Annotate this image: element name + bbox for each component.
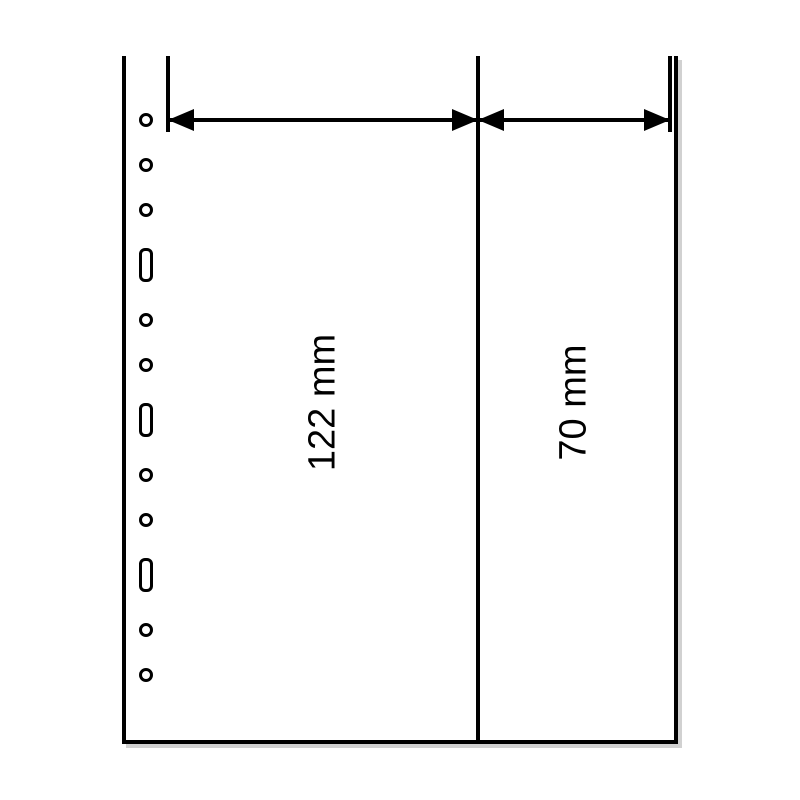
dim-arrow-right-icon bbox=[644, 109, 670, 131]
dim-line bbox=[478, 118, 670, 122]
binding-hole bbox=[139, 668, 153, 682]
diagram-canvas: 122 mm 70 mm bbox=[0, 0, 800, 800]
binding-hole bbox=[139, 358, 153, 372]
binding-hole bbox=[139, 513, 153, 527]
dim-line bbox=[168, 118, 478, 122]
binding-slot bbox=[139, 248, 153, 282]
binding-slot bbox=[139, 403, 153, 437]
binding-hole bbox=[139, 158, 153, 172]
binding-hole bbox=[139, 313, 153, 327]
binding-slot bbox=[139, 558, 153, 592]
dim-arrow-right-icon bbox=[452, 109, 478, 131]
binding-hole bbox=[139, 468, 153, 482]
binding-hole bbox=[139, 623, 153, 637]
dim-label-col1: 122 mm bbox=[302, 333, 345, 473]
binding-hole bbox=[139, 203, 153, 217]
binding-hole-strip bbox=[138, 113, 154, 682]
pocket-divider bbox=[476, 56, 480, 744]
dim-arrow-left-icon bbox=[168, 109, 194, 131]
dim-label-col2: 70 mm bbox=[553, 333, 596, 473]
binding-hole bbox=[139, 113, 153, 127]
dim-arrow-left-icon bbox=[478, 109, 504, 131]
